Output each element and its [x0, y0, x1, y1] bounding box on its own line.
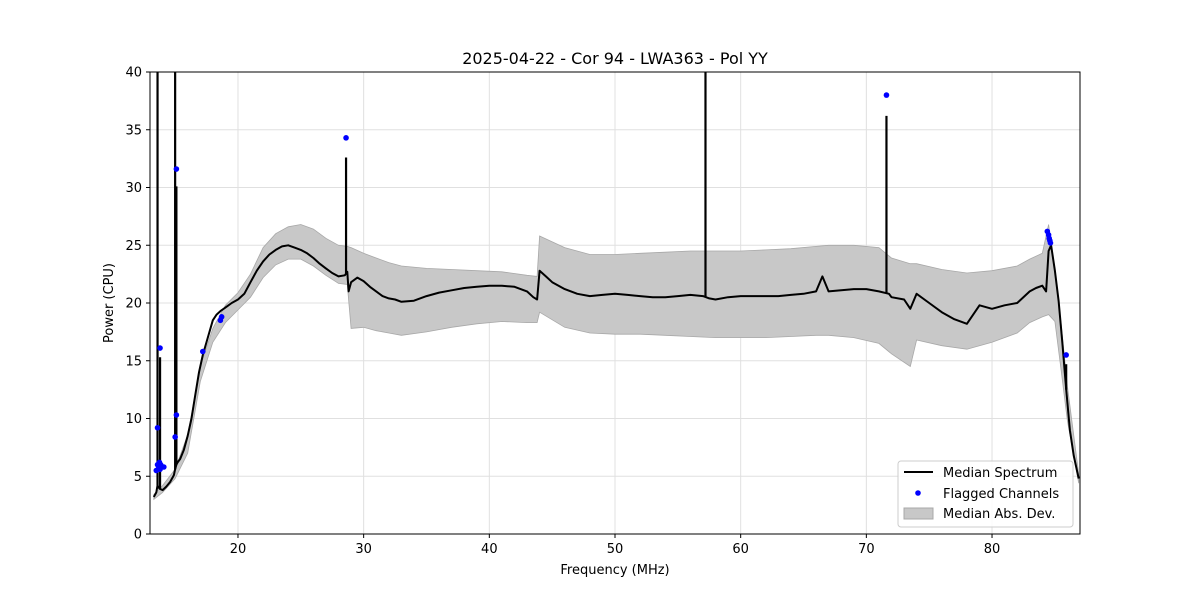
flagged-point: [157, 345, 163, 351]
legend-band-label: Median Abs. Dev.: [943, 507, 1055, 522]
flagged-point: [883, 92, 890, 98]
chart-title: 2025-04-22 - Cor 94 - LWA363 - Pol YY: [462, 49, 768, 68]
x-tick-label: 60: [732, 542, 749, 557]
y-tick-label: 25: [125, 239, 142, 254]
legend-box: [897, 460, 1074, 528]
x-axis: 20 30 40 50 60 70 80: [230, 534, 1001, 557]
x-tick-label: 70: [858, 542, 875, 557]
flagged-point: [173, 412, 180, 418]
y-tick-label: 35: [125, 123, 142, 138]
flagged-points-layer: [153, 92, 1069, 474]
flagged-point: [218, 314, 225, 320]
legend-flagged-swatch: [915, 490, 921, 496]
flagged-point: [343, 135, 349, 141]
flagged-point: [161, 464, 167, 470]
x-tick-label: 80: [984, 542, 1001, 557]
flagged-point: [199, 348, 206, 355]
y-tick-label: 5: [134, 470, 142, 485]
flagged-point: [154, 424, 161, 431]
y-tick-label: 0: [134, 528, 142, 543]
legend-band-swatch: [903, 507, 934, 520]
legend: Median Spectrum Flagged Channels Median …: [897, 460, 1074, 528]
flagged-point: [173, 166, 180, 172]
mad-band-layer: [153, 224, 1080, 501]
x-axis-label: Frequency (MHz): [560, 563, 669, 578]
legend-median-label: Median Spectrum: [943, 466, 1057, 481]
y-axis: 0 5 10 15 20 25 30 35 40: [125, 66, 150, 543]
legend-flagged-label: Flagged Channels: [943, 487, 1059, 502]
y-tick-label: 15: [125, 354, 142, 369]
y-tick-label: 40: [125, 66, 142, 81]
x-tick-label: 40: [481, 542, 498, 557]
x-tick-label: 20: [230, 542, 247, 557]
flagged-point: [1047, 240, 1054, 246]
median-spectrum-line: [152, 244, 1080, 498]
y-axis-label: Power (CPU): [102, 263, 117, 343]
y-tick-label: 20: [125, 297, 142, 312]
x-tick-label: 30: [355, 542, 372, 557]
x-tick-label: 50: [607, 542, 624, 557]
mad-band: [153, 224, 1080, 501]
y-tick-label: 10: [125, 412, 142, 427]
flagged-point: [1063, 352, 1069, 358]
median-line-layer: [152, 244, 1080, 498]
y-tick-label: 30: [125, 181, 142, 196]
flagged-point: [172, 434, 178, 440]
